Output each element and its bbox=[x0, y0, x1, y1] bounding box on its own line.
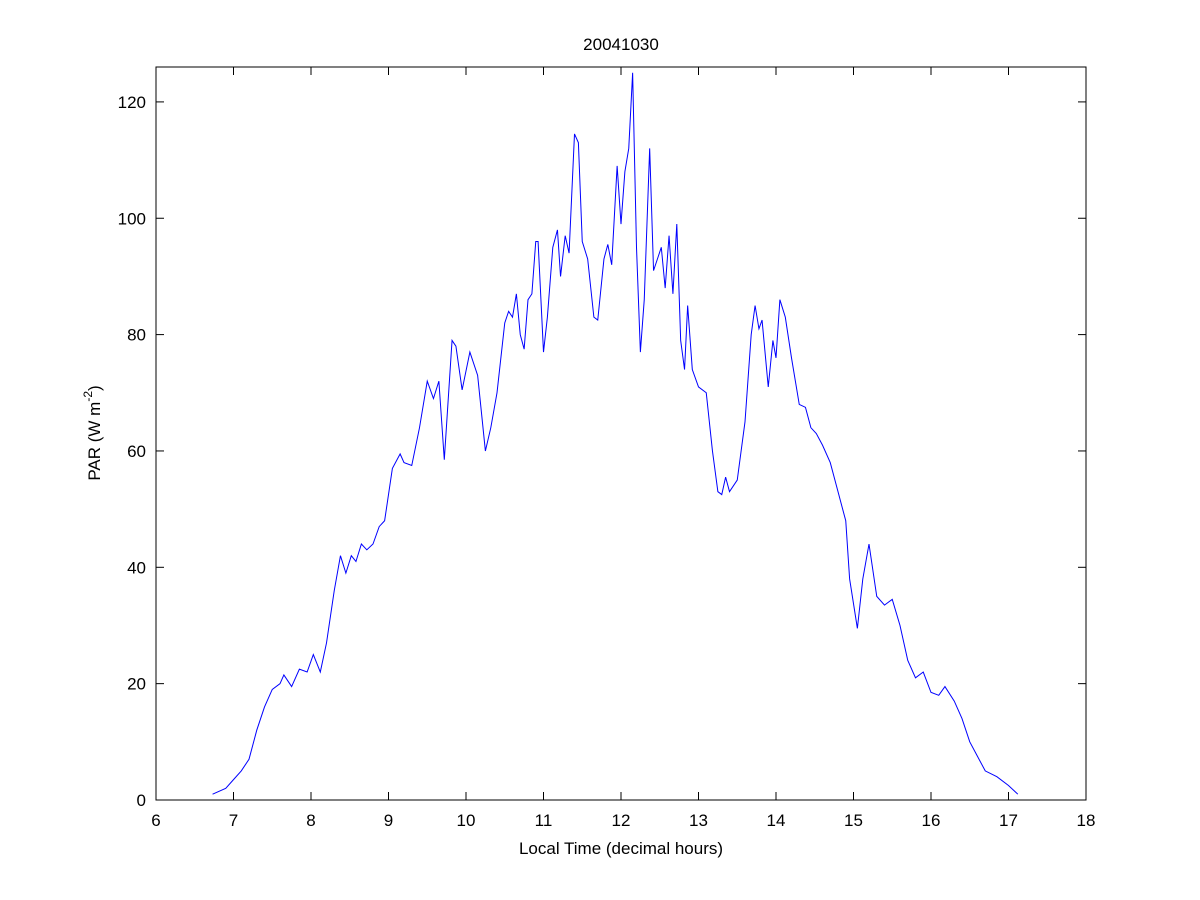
x-tick-label: 8 bbox=[306, 811, 315, 830]
y-label-text: PAR (W m bbox=[85, 402, 104, 481]
y-tick-label: 20 bbox=[127, 675, 146, 694]
x-tick-label: 12 bbox=[612, 811, 631, 830]
x-tick-label: 13 bbox=[689, 811, 708, 830]
x-tick-label: 11 bbox=[535, 811, 553, 830]
y-tick-label: 120 bbox=[118, 93, 146, 112]
y-tick-label: 40 bbox=[127, 558, 146, 577]
y-label-end: ) bbox=[85, 385, 104, 391]
x-tick-label: 17 bbox=[999, 811, 1018, 830]
x-tick-label: 16 bbox=[922, 811, 941, 830]
y-tick-label: 80 bbox=[127, 326, 146, 345]
y-axis-label: PAR (W m-2) bbox=[81, 385, 104, 480]
y-tick-label: 100 bbox=[118, 209, 146, 228]
x-tick-label: 18 bbox=[1077, 811, 1096, 830]
x-tick-label: 14 bbox=[767, 811, 786, 830]
chart-title: 20041030 bbox=[583, 35, 659, 54]
y-label-sup: -2 bbox=[81, 391, 95, 402]
x-tick-label: 7 bbox=[229, 811, 238, 830]
x-tick-label: 10 bbox=[457, 811, 476, 830]
x-tick-label: 9 bbox=[384, 811, 393, 830]
y-tick-label: 60 bbox=[127, 442, 146, 461]
data-line bbox=[212, 72, 1019, 795]
x-tick-label: 15 bbox=[844, 811, 863, 830]
y-tick-label: 0 bbox=[137, 791, 146, 810]
x-tick-label: 6 bbox=[151, 811, 160, 830]
x-axis-label: Local Time (decimal hours) bbox=[519, 839, 723, 858]
